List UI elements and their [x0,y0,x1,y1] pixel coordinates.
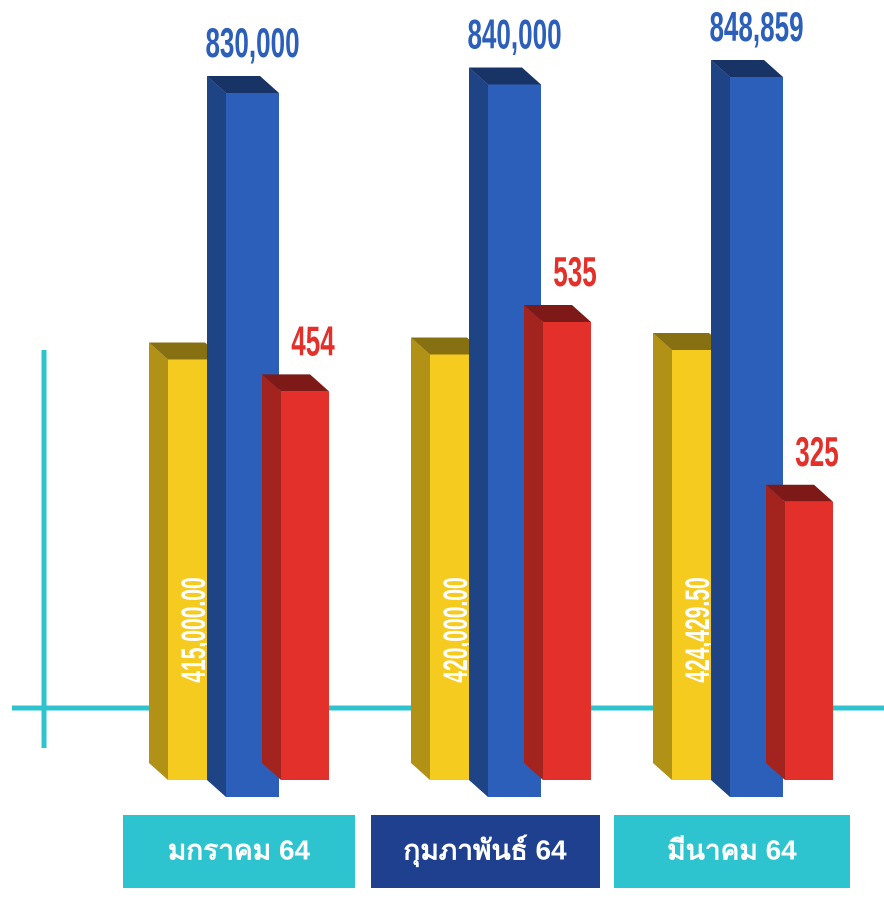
x-tick-label: กุมภาพันธ์ 64 [403,834,567,867]
bar-top [653,333,728,350]
data-label: 840,000 [467,11,561,58]
data-label: 420,000.00 [436,577,474,682]
bar-top [711,60,783,77]
bar-side [469,67,488,798]
bar [543,322,591,780]
bar-top [207,75,279,93]
bar-side [711,60,730,797]
data-label: 424,429.50 [678,577,716,682]
bar-top [411,337,486,355]
data-label: 415,000.00 [174,577,212,682]
bar [281,391,329,780]
bar-side [653,333,672,780]
bar-top [766,484,833,502]
data-label: 325 [795,429,838,476]
x-tick-label: มกราคม 64 [168,834,311,865]
bar-top [262,374,329,392]
bar-side [149,342,168,780]
x-tick-label: มีนาคม 64 [667,834,797,865]
bar [785,501,833,780]
data-label: 830,000 [205,20,299,67]
data-label: 535 [553,249,596,296]
category-box [123,815,355,888]
bar-top [524,305,591,322]
bar-side [766,484,785,780]
bar-top [149,342,224,360]
category-box [614,815,850,888]
bar-side [411,337,430,780]
bar-side [262,374,281,780]
data-label: 848,859 [709,4,803,51]
bar-side [207,75,226,797]
data-label: 454 [291,318,335,365]
category-box [371,815,600,888]
bar-side [524,305,543,780]
bar-top [469,67,541,85]
